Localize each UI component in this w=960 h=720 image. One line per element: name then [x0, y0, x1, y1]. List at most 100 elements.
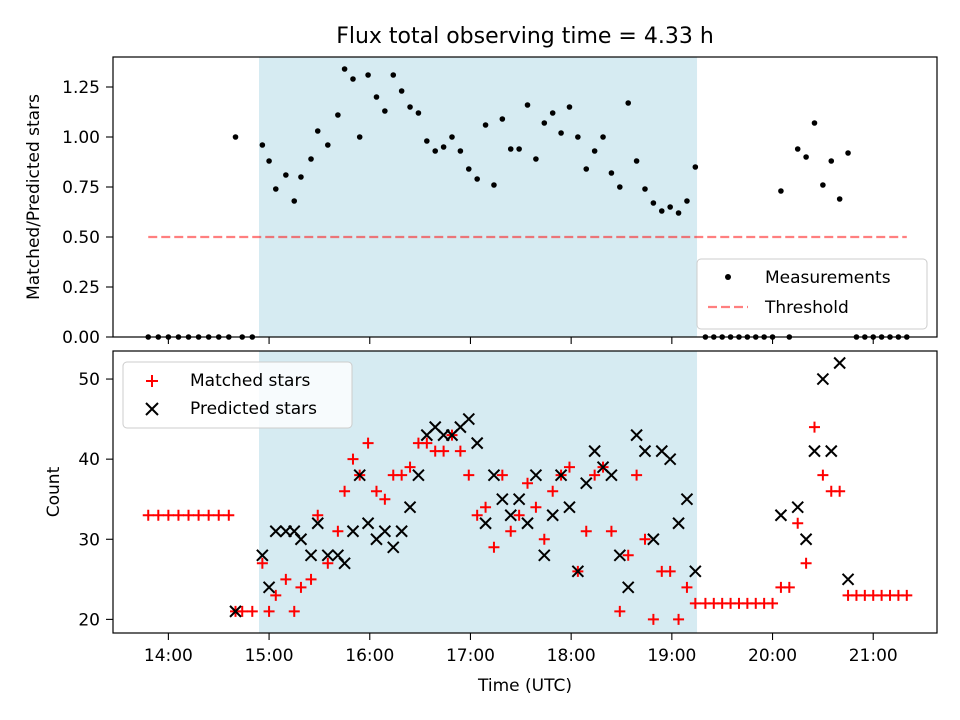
bottom-ytick-label: 20 — [78, 610, 100, 630]
measurement-point — [524, 102, 531, 108]
measurement-point — [684, 198, 690, 204]
bottom-xtick-label: 14:00 — [144, 646, 193, 666]
matched-star-point — [256, 557, 268, 569]
bottom-xlabel: Time (UTC) — [477, 676, 572, 696]
measurement-point — [845, 150, 851, 156]
top-panel: 0.00 0.25 0.50 0.75 1.00 1.25 Matched/Predict… — [24, 56, 938, 348]
predicted-star-point — [689, 565, 702, 578]
matched-star-point — [631, 469, 643, 481]
matched-star-point — [463, 469, 475, 481]
measurement-point — [424, 138, 430, 144]
legend-threshold-label: Threshold — [764, 298, 849, 318]
measurement-point — [692, 164, 699, 170]
matched-star-point — [454, 445, 466, 457]
matched-star-point — [647, 613, 659, 625]
predicted-star-point — [672, 517, 685, 530]
predicted-star-point — [630, 428, 643, 442]
matched-star-point — [681, 581, 693, 593]
chart-title: Flux total observing time = 4.33 h — [336, 24, 714, 49]
legend-predicted-label: Predicted stars — [190, 399, 317, 419]
top-legend: Measurements Threshold — [696, 258, 928, 330]
matched-star-point — [223, 509, 235, 521]
matched-star-point — [270, 589, 282, 601]
top-ytick-label: 0.75 — [62, 178, 100, 198]
predicted-star-point — [403, 501, 417, 514]
predicted-star-point — [538, 549, 551, 562]
predicted-star-point — [256, 549, 269, 562]
top-ytick-label: 0.00 — [62, 328, 100, 348]
measurement-point — [474, 176, 480, 182]
predicted-star-point — [605, 468, 618, 482]
predicted-star-point — [311, 517, 324, 530]
predicted-star-point — [294, 533, 308, 546]
predicted-star-point — [622, 581, 635, 594]
measurement-point — [549, 110, 556, 116]
measurement-point — [591, 148, 598, 154]
bottom-xtick-label: 19:00 — [647, 646, 696, 666]
matched-star-point — [421, 437, 433, 449]
measurement-point — [642, 186, 648, 192]
measurement-point — [291, 198, 298, 204]
bottom-xtick-label: 18:00 — [547, 646, 596, 666]
predicted-star-point — [512, 493, 526, 506]
matched-star-point — [162, 509, 174, 521]
matched-star-point — [183, 509, 195, 521]
measurement-point — [449, 134, 455, 140]
bottom-xtick-label: 17:00 — [446, 646, 495, 666]
predicted-star-point — [774, 509, 788, 522]
measurement-point — [650, 200, 657, 206]
matched-star-point — [901, 589, 913, 601]
matched-star-point — [396, 469, 408, 481]
matched-star-point — [193, 509, 205, 521]
top-legend-box — [696, 258, 928, 330]
matched-star-point — [339, 485, 351, 497]
predicted-star-point — [563, 501, 576, 514]
predicted-star-point — [395, 525, 408, 538]
measurement-point — [298, 174, 304, 180]
matched-star-point — [379, 493, 391, 505]
matched-star-point — [362, 437, 374, 449]
matched-star-point — [142, 509, 154, 521]
measurement-point — [407, 104, 413, 110]
predicted-star-point — [269, 525, 282, 538]
matched-star-point — [563, 461, 575, 473]
predicted-star-point — [321, 549, 335, 562]
predicted-star-point — [470, 436, 484, 450]
predicted-star-point — [613, 549, 627, 562]
matched-star-point — [438, 445, 450, 457]
measurement-point — [272, 186, 279, 192]
measurement-point — [491, 182, 497, 188]
top-ytick-label: 1.00 — [62, 128, 100, 148]
measurement-point — [440, 144, 447, 150]
measurement-point — [365, 72, 371, 78]
matched-star-point — [152, 509, 164, 521]
measurement-point — [283, 172, 289, 178]
predicted-star-point — [462, 412, 475, 426]
measurement-point — [558, 130, 564, 136]
bottom-plot-frame — [112, 350, 938, 634]
predicted-star-point — [412, 468, 425, 482]
measurement-point — [507, 146, 514, 152]
measurement-point — [415, 110, 422, 116]
bottom-ytick-label: 40 — [78, 450, 100, 470]
top-ytick-label: 0.50 — [62, 228, 100, 248]
matched-star-point — [471, 509, 483, 521]
matched-star-point — [203, 509, 215, 521]
predicted-star-point — [529, 468, 543, 482]
top-ytick-label: 0.25 — [62, 278, 100, 298]
matched-star-point — [817, 469, 829, 481]
top-ytick-label: 1.25 — [62, 78, 100, 98]
measurement-point — [575, 134, 581, 140]
predicted-star-point — [825, 444, 838, 458]
matched-star-point — [639, 533, 651, 545]
measurement-point — [465, 166, 472, 172]
bottom-xtick-label: 21:00 — [849, 646, 898, 666]
legend-matched-icon — [146, 375, 158, 387]
matched-star-point — [614, 605, 626, 617]
predicted-star-point — [338, 557, 351, 570]
matched-star-point — [689, 597, 701, 609]
predicted-star-point — [521, 517, 534, 530]
matched-star-point — [480, 501, 492, 513]
matched-star-point — [213, 509, 225, 521]
measurement-point — [232, 134, 239, 140]
